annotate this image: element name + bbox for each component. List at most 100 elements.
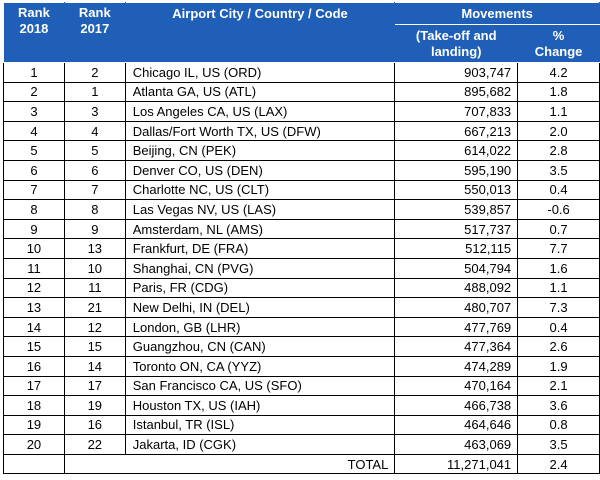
rank-2018-cell: 7 (3, 179, 65, 201)
change-cell: 2.6 (517, 336, 600, 357)
total-change: 2.4 (517, 453, 600, 475)
airport-cell: Atlanta GA, US (ATL) (124, 81, 396, 103)
rank-2018-cell: 15 (3, 336, 65, 357)
change-cell: 3.6 (517, 395, 600, 416)
rank-2017-cell: 3 (63, 101, 126, 122)
change-cell: 3.5 (517, 159, 600, 181)
movements-cell: 595,190 (394, 159, 519, 181)
airport-cell: Jakarta, ID (CGK) (124, 434, 396, 455)
rank-2017-cell: 7 (63, 179, 126, 201)
table-row: 15 15 Guangzhou, CN (CAN) 477,364 2.6 (3, 336, 600, 357)
movements-cell: 480,707 (394, 297, 519, 318)
table-row: 19 16 Istanbul, TR (ISL) 464,646 0.8 (3, 414, 600, 436)
airport-movements-table: Rank 2018 Rank 2017 Airport City / Count… (3, 2, 600, 475)
movements-cell: 470,164 (394, 375, 519, 397)
airport-cell: Los Angeles CA, US (LAX) (124, 101, 396, 122)
rank-2018-cell: 3 (3, 101, 65, 122)
rank-2018-cell: 8 (3, 199, 65, 220)
rank-2018-cell: 9 (3, 218, 65, 240)
table-row: 10 13 Frankfurt, DE (FRA) 512,115 7.7 (3, 238, 600, 259)
change-cell: 1.6 (517, 257, 600, 279)
rank-2018-cell: 6 (3, 159, 65, 181)
rank-2018-cell: 2 (3, 81, 65, 103)
movements-cell: 488,092 (394, 277, 519, 299)
rank-2017-header: Rank 2017 (63, 2, 126, 63)
airport-cell: San Francisco CA, US (SFO) (124, 375, 396, 397)
movements-cell: 504,794 (394, 257, 519, 279)
total-blank-cell (3, 453, 65, 475)
rank-2018-cell: 10 (3, 238, 65, 259)
rank-2018-cell: 1 (3, 62, 65, 83)
change-cell: 3.5 (517, 434, 600, 455)
rank-2018-cell: 4 (3, 120, 65, 142)
change-cell: 2.1 (517, 375, 600, 397)
airport-cell: Guangzhou, CN (CAN) (124, 336, 396, 357)
airport-cell: Denver CO, US (DEN) (124, 159, 396, 181)
table-row: 20 22 Jakarta, ID (CGK) 463,069 3.5 (3, 434, 600, 455)
change-cell: 7.3 (517, 297, 600, 318)
total-row: TOTAL 11,271,041 2.4 (3, 453, 600, 475)
rank-2017-cell: 21 (63, 297, 126, 318)
airport-cell: Beijing, CN (PEK) (124, 140, 396, 161)
rank-2017-cell: 22 (63, 434, 126, 455)
rank-2018-cell: 11 (3, 257, 65, 279)
table-row: 5 5 Beijing, CN (PEK) 614,022 2.8 (3, 140, 600, 161)
takeoff-landing-header: (Take-off and landing) (394, 24, 519, 63)
movements-cell: 895,682 (394, 81, 519, 103)
table-row: 1 2 Chicago IL, US (ORD) 903,747 4.2 (3, 62, 600, 83)
rank-2017-cell: 2 (63, 62, 126, 83)
change-cell: 0.8 (517, 414, 600, 436)
table-header: Rank 2018 Rank 2017 Airport City / Count… (3, 2, 600, 63)
movements-cell: 707,833 (394, 101, 519, 122)
change-cell: 4.2 (517, 62, 600, 83)
airport-header: Airport City / Country / Code (124, 2, 396, 63)
change-cell: 1.1 (517, 277, 600, 299)
change-cell: 0.4 (517, 316, 600, 338)
airport-cell: Las Vegas NV, US (LAS) (124, 199, 396, 220)
rank-2017-cell: 4 (63, 120, 126, 142)
airport-cell: Dallas/Fort Worth TX, US (DFW) (124, 120, 396, 142)
rank-2018-cell: 17 (3, 375, 65, 397)
table-row: 8 8 Las Vegas NV, US (LAS) 539,857 -0.6 (3, 199, 600, 220)
airport-movements-table-container: Rank 2018 Rank 2017 Airport City / Count… (3, 2, 600, 475)
rank-2018-cell: 18 (3, 395, 65, 416)
change-cell: 7.7 (517, 238, 600, 259)
airport-cell: New Delhi, IN (DEL) (124, 297, 396, 318)
movements-cell: 539,857 (394, 199, 519, 220)
table-row: 6 6 Denver CO, US (DEN) 595,190 3.5 (3, 159, 600, 181)
airport-cell: Houston TX, US (IAH) (124, 395, 396, 416)
table-row: 3 3 Los Angeles CA, US (LAX) 707,833 1.1 (3, 101, 600, 122)
rank-2017-cell: 15 (63, 336, 126, 357)
rank-2018-cell: 12 (3, 277, 65, 299)
rank-2018-header: Rank 2018 (3, 2, 65, 63)
rank-2017-cell: 16 (63, 414, 126, 436)
table-row: 2 1 Atlanta GA, US (ATL) 895,682 1.8 (3, 81, 600, 103)
movements-cell: 466,738 (394, 395, 519, 416)
movements-cell: 464,646 (394, 414, 519, 436)
total-label: TOTAL (63, 453, 396, 475)
table-row: 14 12 London, GB (LHR) 477,769 0.4 (3, 316, 600, 338)
movements-cell: 903,747 (394, 62, 519, 83)
change-cell: 1.1 (517, 101, 600, 122)
rank-2017-cell: 11 (63, 277, 126, 299)
pct-change-header: % Change (517, 24, 600, 63)
rank-2017-cell: 5 (63, 140, 126, 161)
table-row: 9 9 Amsterdam, NL (AMS) 517,737 0.7 (3, 218, 600, 240)
table-body: 1 2 Chicago IL, US (ORD) 903,747 4.2 2 1 Atlant… (3, 62, 600, 455)
airport-cell: Toronto ON, CA (YYZ) (124, 355, 396, 377)
movements-cell: 477,769 (394, 316, 519, 338)
movements-cell: 463,069 (394, 434, 519, 455)
rank-2018-cell: 14 (3, 316, 65, 338)
airport-cell: Istanbul, TR (ISL) (124, 414, 396, 436)
movements-cell: 517,737 (394, 218, 519, 240)
rank-2017-cell: 9 (63, 218, 126, 240)
movements-header: Movements (394, 2, 600, 25)
rank-2018-cell: 19 (3, 414, 65, 436)
airport-cell: Chicago IL, US (ORD) (124, 62, 396, 83)
rank-2017-cell: 10 (63, 257, 126, 279)
table-row: 4 4 Dallas/Fort Worth TX, US (DFW) 667,213 2… (3, 120, 600, 142)
movements-cell: 667,213 (394, 120, 519, 142)
rank-2017-cell: 14 (63, 355, 126, 377)
rank-2017-cell: 6 (63, 159, 126, 181)
table-row: 16 14 Toronto ON, CA (YYZ) 474,289 1.9 (3, 355, 600, 377)
